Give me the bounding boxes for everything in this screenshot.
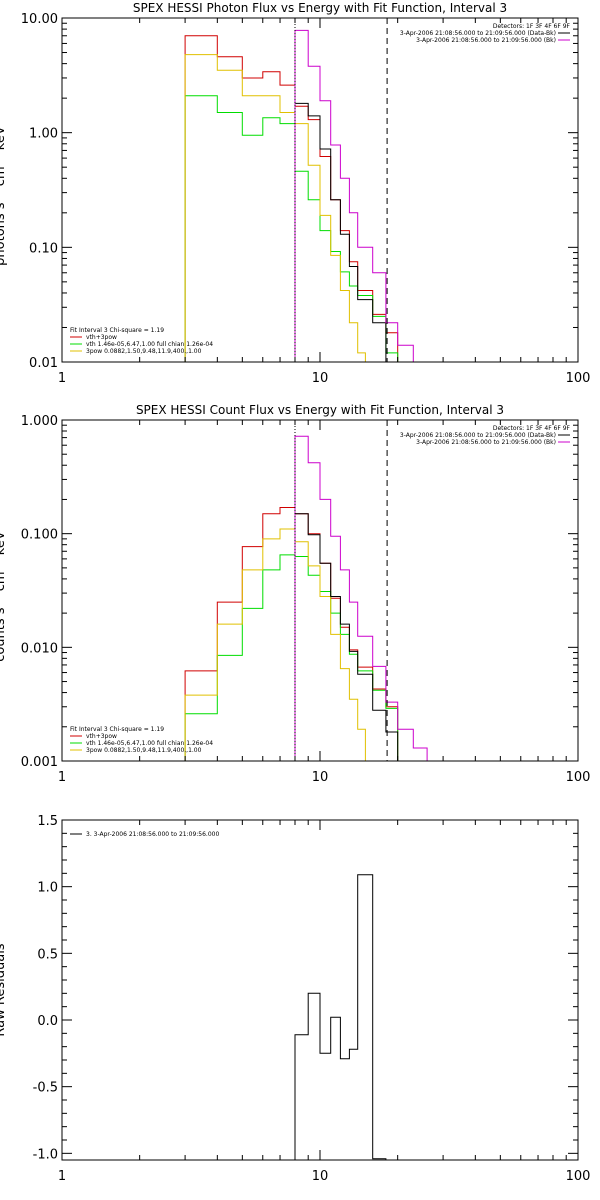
legend-label-2: vth 1.46e-05,6.47,1.00 full chian 1.26e-…: [86, 740, 213, 747]
y-tick-label: 1.5: [37, 814, 58, 829]
series-line-bk: [294, 435, 428, 761]
y-tick-label: 0.010: [21, 641, 58, 656]
chart-title: SPEX HESSI Photon Flux vs Energy with Fi…: [133, 1, 507, 15]
y-tick-label: 1.0: [37, 881, 58, 896]
y-tick-label: 1.00: [29, 127, 58, 142]
y-axis-label: counts s⁻¹ cm⁻² keV⁻¹: [0, 519, 8, 662]
legend-label-3: 3pow 0.0882,1.50,9.48,11.9,400.,1.00: [86, 747, 202, 754]
x-tick-label: 10: [312, 1169, 329, 1184]
info-line-1: Detectors: 1F 3F 4F 6F 9F: [493, 23, 571, 30]
x-tick-label: 1: [58, 770, 66, 785]
legend-label-0: Fit Interval 3 Chi-square = 1.19: [70, 327, 164, 334]
chart-panel-3: 1 10 100 1.5 1.0 0.5 0.0 -0.5 -1.0 Raw Residuals 3…: [0, 814, 590, 1184]
series-line-pow: [184, 528, 366, 761]
y-tick-label: 10.00: [21, 12, 58, 27]
legend-label-3: 3pow 0.0882,1.50,9.48,11.9,400.,1.00: [86, 348, 202, 355]
y-tick-label: 0.001: [21, 755, 58, 770]
y-tick-label: 0.01: [29, 356, 58, 371]
legend-label-2: vth 1.46e-05,6.47,1.00 full chian 1.26e-…: [86, 341, 213, 348]
series-line-data: [294, 102, 398, 363]
y-axis-label: Raw Residuals: [0, 943, 8, 1036]
x-tick-label: 100: [566, 371, 591, 386]
x-tick-label: 100: [566, 1169, 591, 1184]
x-tick-label: 1: [58, 1169, 66, 1184]
x-tick-label: 1: [58, 371, 66, 386]
x-tick-label: 100: [566, 770, 591, 785]
info-line-3: 3-Apr-2006 21:08:56.000 to 21:09:56.000 …: [416, 37, 556, 44]
info-line-1: Detectors: 1F 3F 4F 6F 9F: [493, 425, 571, 432]
y-axis-label: photons s⁻¹ cm⁻² keV⁻¹: [0, 114, 8, 266]
legend-label-0: Fit Interval 3 Chi-square = 1.19: [70, 726, 164, 733]
legend-label-0: 3. 3-Apr-2006 21:08:56.000 to 21:09:56.0…: [86, 831, 219, 838]
series-line-bk: [294, 29, 414, 362]
plot-frame: [61, 819, 579, 1161]
legend-label-1: vth+3pow: [86, 733, 117, 740]
x-tick-label: 10: [312, 371, 329, 386]
x-tick-label: 10: [312, 770, 329, 785]
y-tick-label: 0.100: [21, 528, 58, 543]
y-tick-label: -1.0: [33, 1147, 58, 1162]
series-line-residuals: [294, 874, 387, 1160]
series-line-data: [294, 513, 399, 761]
series-line-fit_total: [184, 35, 399, 362]
legend-label-1: vth+3pow: [86, 334, 117, 341]
series-line-pow: [184, 54, 366, 362]
chart-panel-1: SPEX HESSI Photon Flux vs Energy with Fi…: [0, 1, 590, 386]
info-line-3: 3-Apr-2006 21:08:56.000 to 21:09:56.000 …: [416, 439, 556, 446]
chart-panel-2: SPEX HESSI Count Flux vs Energy with Fit…: [0, 403, 590, 785]
chart-title: SPEX HESSI Count Flux vs Energy with Fit…: [136, 403, 504, 417]
info-line-2: 3-Apr-2006 21:08:56.000 to 21:09:56.000 …: [400, 432, 556, 439]
y-tick-label: 0.10: [29, 241, 58, 256]
y-tick-label: -0.5: [33, 1081, 58, 1096]
series-line-vth: [184, 95, 399, 362]
info-line-2: 3-Apr-2006 21:08:56.000 to 21:09:56.000 …: [400, 30, 556, 37]
y-tick-label: 0.0: [37, 1014, 58, 1029]
y-tick-label: 1.000: [21, 414, 58, 429]
y-tick-label: 0.5: [37, 947, 58, 962]
